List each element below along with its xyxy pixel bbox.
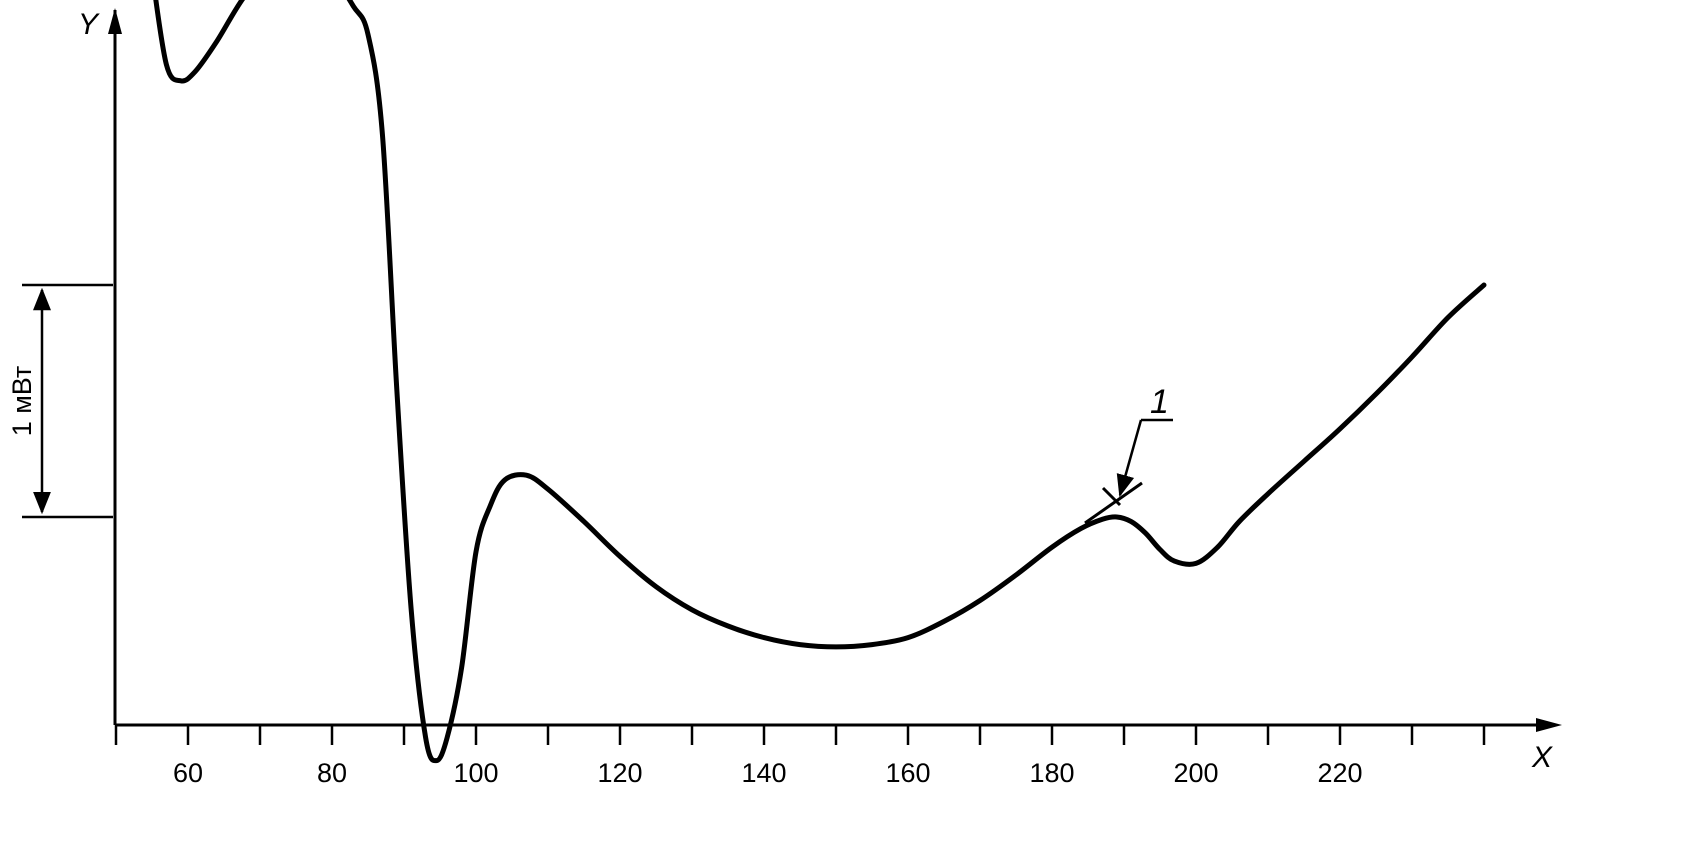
x-tick-label: 140	[741, 758, 786, 788]
x-tick-label: 100	[453, 758, 498, 788]
series-line	[153, 0, 1487, 764]
x-tick-label: 160	[885, 758, 930, 788]
x-tick-label: 80	[317, 758, 347, 788]
x-axis-arrow	[1536, 718, 1562, 732]
x-tick-label: 200	[1173, 758, 1218, 788]
scale-bar: 1 мВт	[7, 283, 113, 519]
annotation-leader	[1116, 419, 1143, 498]
annotation-label: 1	[1150, 383, 1169, 421]
x-tick-label: 60	[173, 758, 203, 788]
y-axis-arrow	[108, 8, 122, 34]
scale-bar-label: 1 мВт	[7, 366, 37, 437]
x-tick-label: 120	[597, 758, 642, 788]
x-axis-label: X	[1531, 741, 1553, 774]
annotation-1: 1	[1084, 383, 1173, 525]
annotation-mark	[1101, 486, 1122, 507]
x-tick-label: 220	[1317, 758, 1362, 788]
y-axis-label: Y	[78, 8, 100, 41]
x-tick-label: 180	[1029, 758, 1074, 788]
x-ticks: 60 80 100 120 140 160 180 200 220	[114, 725, 1486, 788]
